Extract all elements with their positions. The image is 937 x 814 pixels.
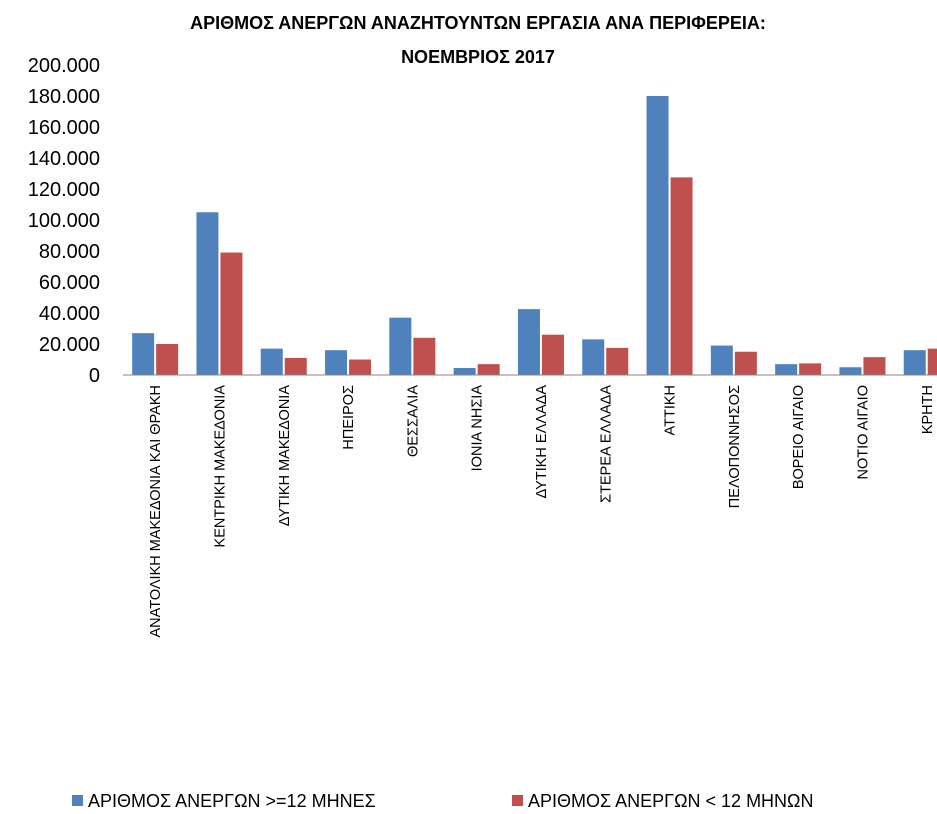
bar — [903, 350, 926, 375]
x-tick-label: ΔΥΤΙΚΗ ΕΛΛΑΔΑ — [534, 385, 550, 499]
bar — [453, 368, 476, 375]
y-tick-label: 20.000 — [39, 334, 100, 356]
bar — [646, 96, 669, 375]
legend-label: ΑΡΙΘΜΟΣ ΑΝΕΡΓΩΝ >=12 ΜΗΝΕΣ — [88, 791, 376, 811]
x-tick-label: ΚΕΝΤΡΙΚΗ ΜΑΚΕΔΟΝΙΑ — [212, 385, 228, 548]
bar — [132, 333, 155, 375]
bar — [927, 348, 937, 375]
bar — [734, 351, 757, 375]
x-tick-label: ΑΝΑΤΟΛΙΚΗ ΜΑΚΕΔΟΝΙΑ ΚΑΙ ΘΡΑΚΗ — [148, 385, 164, 637]
x-tick-label: ΝΟΤΙΟ ΑΙΓΑΙΟ — [855, 385, 871, 479]
legend-swatch — [72, 795, 83, 806]
bar — [670, 177, 693, 375]
y-tick-label: 160.000 — [28, 117, 100, 139]
bar — [196, 212, 219, 375]
x-tick-label: ΙΟΝΙΑ ΝΗΣΙΑ — [470, 385, 486, 472]
x-tick-label: ΠΕΛΟΠΟΝΝΗΣΟΣ — [727, 385, 743, 508]
bar — [710, 345, 733, 375]
y-tick-label: 100.000 — [28, 210, 100, 232]
legend-swatch — [512, 795, 523, 806]
x-tick-label: ΘΕΣΣΑΛΙΑ — [405, 385, 421, 457]
bar — [799, 363, 822, 375]
x-tick-label: ΔΥΤΙΚΗ ΜΑΚΕΔΟΝΙΑ — [277, 385, 293, 527]
x-tick-label: ΒΟΡΕΙΟ ΑΙΓΑΙΟ — [791, 385, 807, 489]
bar — [389, 317, 412, 375]
y-tick-label: 40.000 — [39, 303, 100, 325]
bar — [582, 339, 605, 375]
bar — [325, 350, 348, 375]
bar — [413, 337, 436, 375]
y-tick-label: 80.000 — [39, 241, 100, 263]
chart-title: ΑΡΙΘΜΟΣ ΑΝΕΡΓΩΝ ΑΝΑΖΗΤΟΥΝΤΩΝ ΕΡΓΑΣΙΑ ΑΝΑ… — [190, 13, 766, 33]
bar — [477, 364, 500, 375]
bar — [156, 344, 179, 375]
bar — [839, 367, 862, 375]
bar — [220, 252, 243, 375]
y-tick-label: 180.000 — [28, 86, 100, 108]
bar — [606, 347, 629, 375]
bar — [517, 309, 540, 375]
legend-label: ΑΡΙΘΜΟΣ ΑΝΕΡΓΩΝ < 12 ΜΗΝΩΝ — [528, 791, 814, 811]
y-tick-label: 140.000 — [28, 148, 100, 170]
bar — [349, 359, 372, 375]
y-tick-label: 120.000 — [28, 179, 100, 201]
bar — [260, 348, 283, 375]
bar — [284, 357, 307, 375]
x-tick-label: ΚΡΗΤΗ — [920, 385, 936, 434]
chart-title: ΝΟΕΜΒΡΙΟΣ 2017 — [401, 47, 555, 67]
x-tick-label: ΑΤΤΙΚΗ — [663, 385, 679, 435]
x-tick-label: ΗΠΕΙΡΟΣ — [341, 385, 357, 450]
x-tick-label: ΣΤΕΡΕΑ ΕΛΛΑΔΑ — [598, 385, 614, 503]
bar — [541, 334, 564, 375]
bar — [863, 357, 886, 375]
y-tick-label: 60.000 — [39, 272, 100, 294]
y-tick-label: 0 — [89, 365, 100, 387]
bar — [775, 364, 798, 375]
y-tick-label: 200.000 — [28, 55, 100, 77]
